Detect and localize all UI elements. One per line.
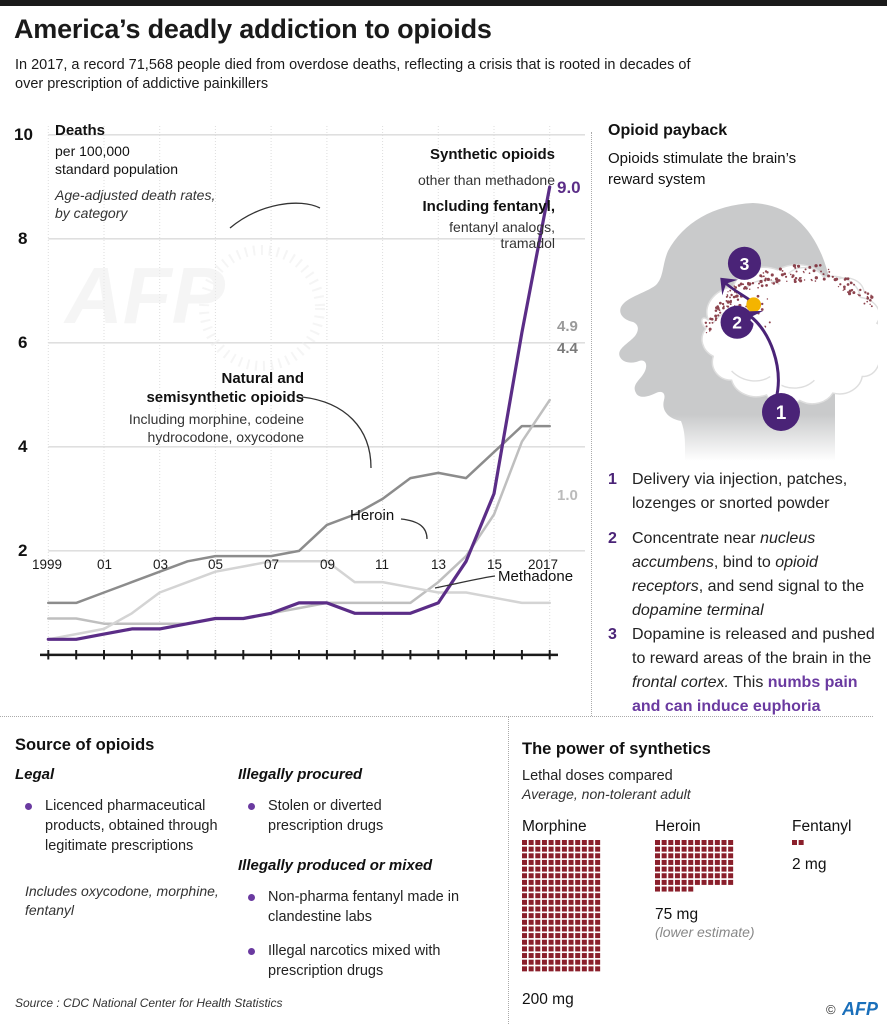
svg-text:AFP: AFP: [842, 1000, 879, 1019]
svg-text:2: 2: [732, 313, 742, 333]
svg-text:3: 3: [740, 254, 750, 274]
svg-text:1: 1: [776, 403, 787, 424]
